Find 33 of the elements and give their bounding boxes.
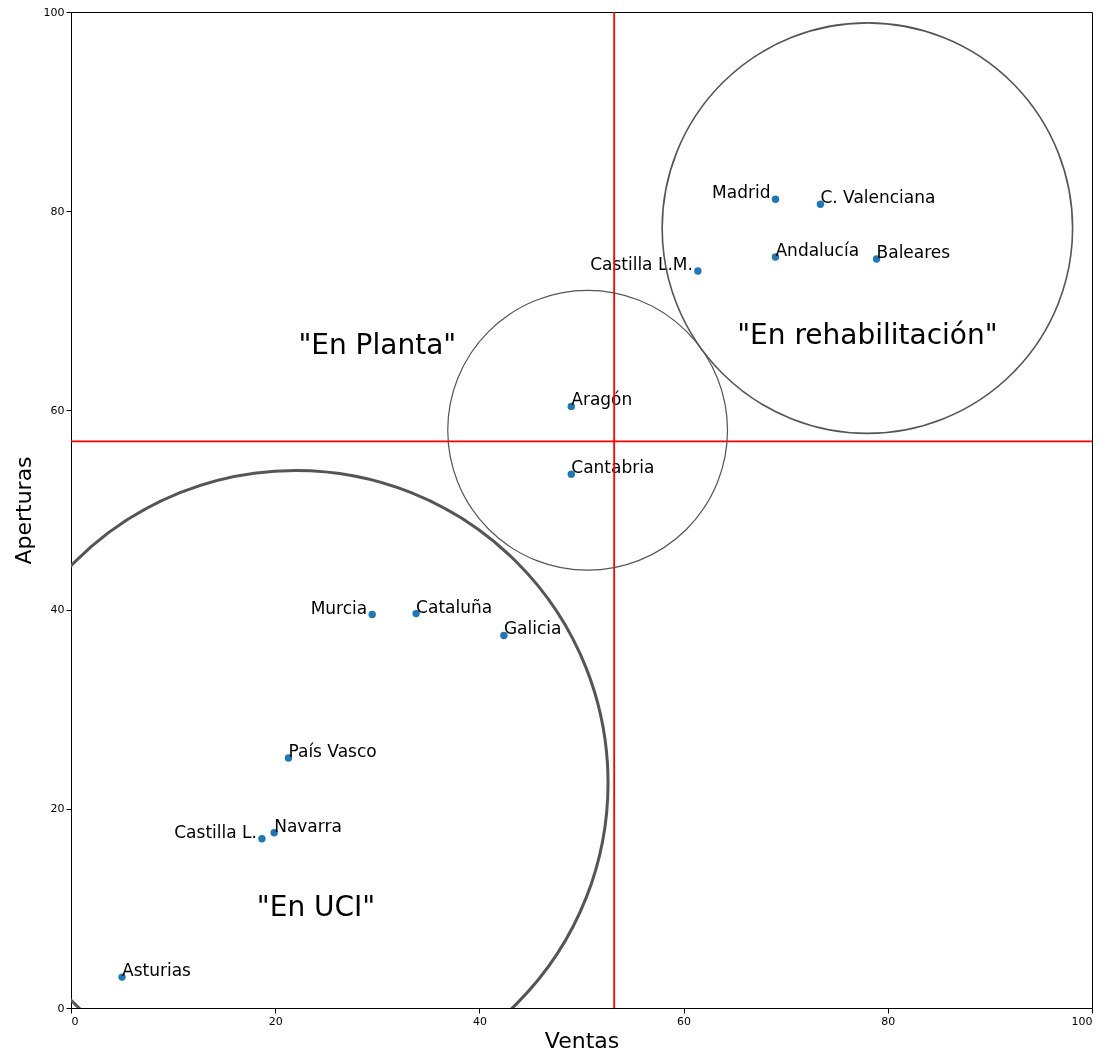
series-label: Cataluña [416,596,493,617]
y-tick-label: 0 [57,1001,65,1015]
series-label: Madrid [712,182,771,203]
annotation: "En rehabilitación" [737,317,998,351]
series-label: Galicia [503,618,562,639]
x-axis-title: Ventas [544,1027,620,1053]
x-tick-label: 60 [677,1014,692,1028]
series-label: Navarra [274,815,342,836]
series-label: C. Valenciana [820,187,936,208]
series-label: Baleares [876,242,951,263]
y-tick-label: 100 [43,5,65,19]
annotation: "En UCI" [256,890,376,924]
annotation: "En Planta" [298,327,457,361]
y-tick-label: 20 [50,802,65,816]
series-label: Murcia [310,597,368,618]
y-tick-label: 80 [50,204,65,218]
y-tick-label: 40 [50,603,65,617]
x-tick-label: 40 [472,1014,487,1028]
x-tick-label: 80 [881,1014,896,1028]
y-tick-label: 60 [50,403,65,417]
series-label: Castilla L. [174,821,257,842]
series-label: Asturias [122,960,192,981]
x-tick-label: 20 [268,1014,283,1028]
series-label: Andalucía [775,240,860,261]
point [771,195,780,203]
point [368,610,376,619]
x-tick-label: 100 [1071,1014,1093,1028]
point [258,834,266,843]
x-tick-label: 0 [71,1014,79,1028]
point [270,829,278,837]
point [694,267,702,275]
series-label: País Vasco [288,741,377,761]
y-axis-title: Aperturas [10,456,36,565]
